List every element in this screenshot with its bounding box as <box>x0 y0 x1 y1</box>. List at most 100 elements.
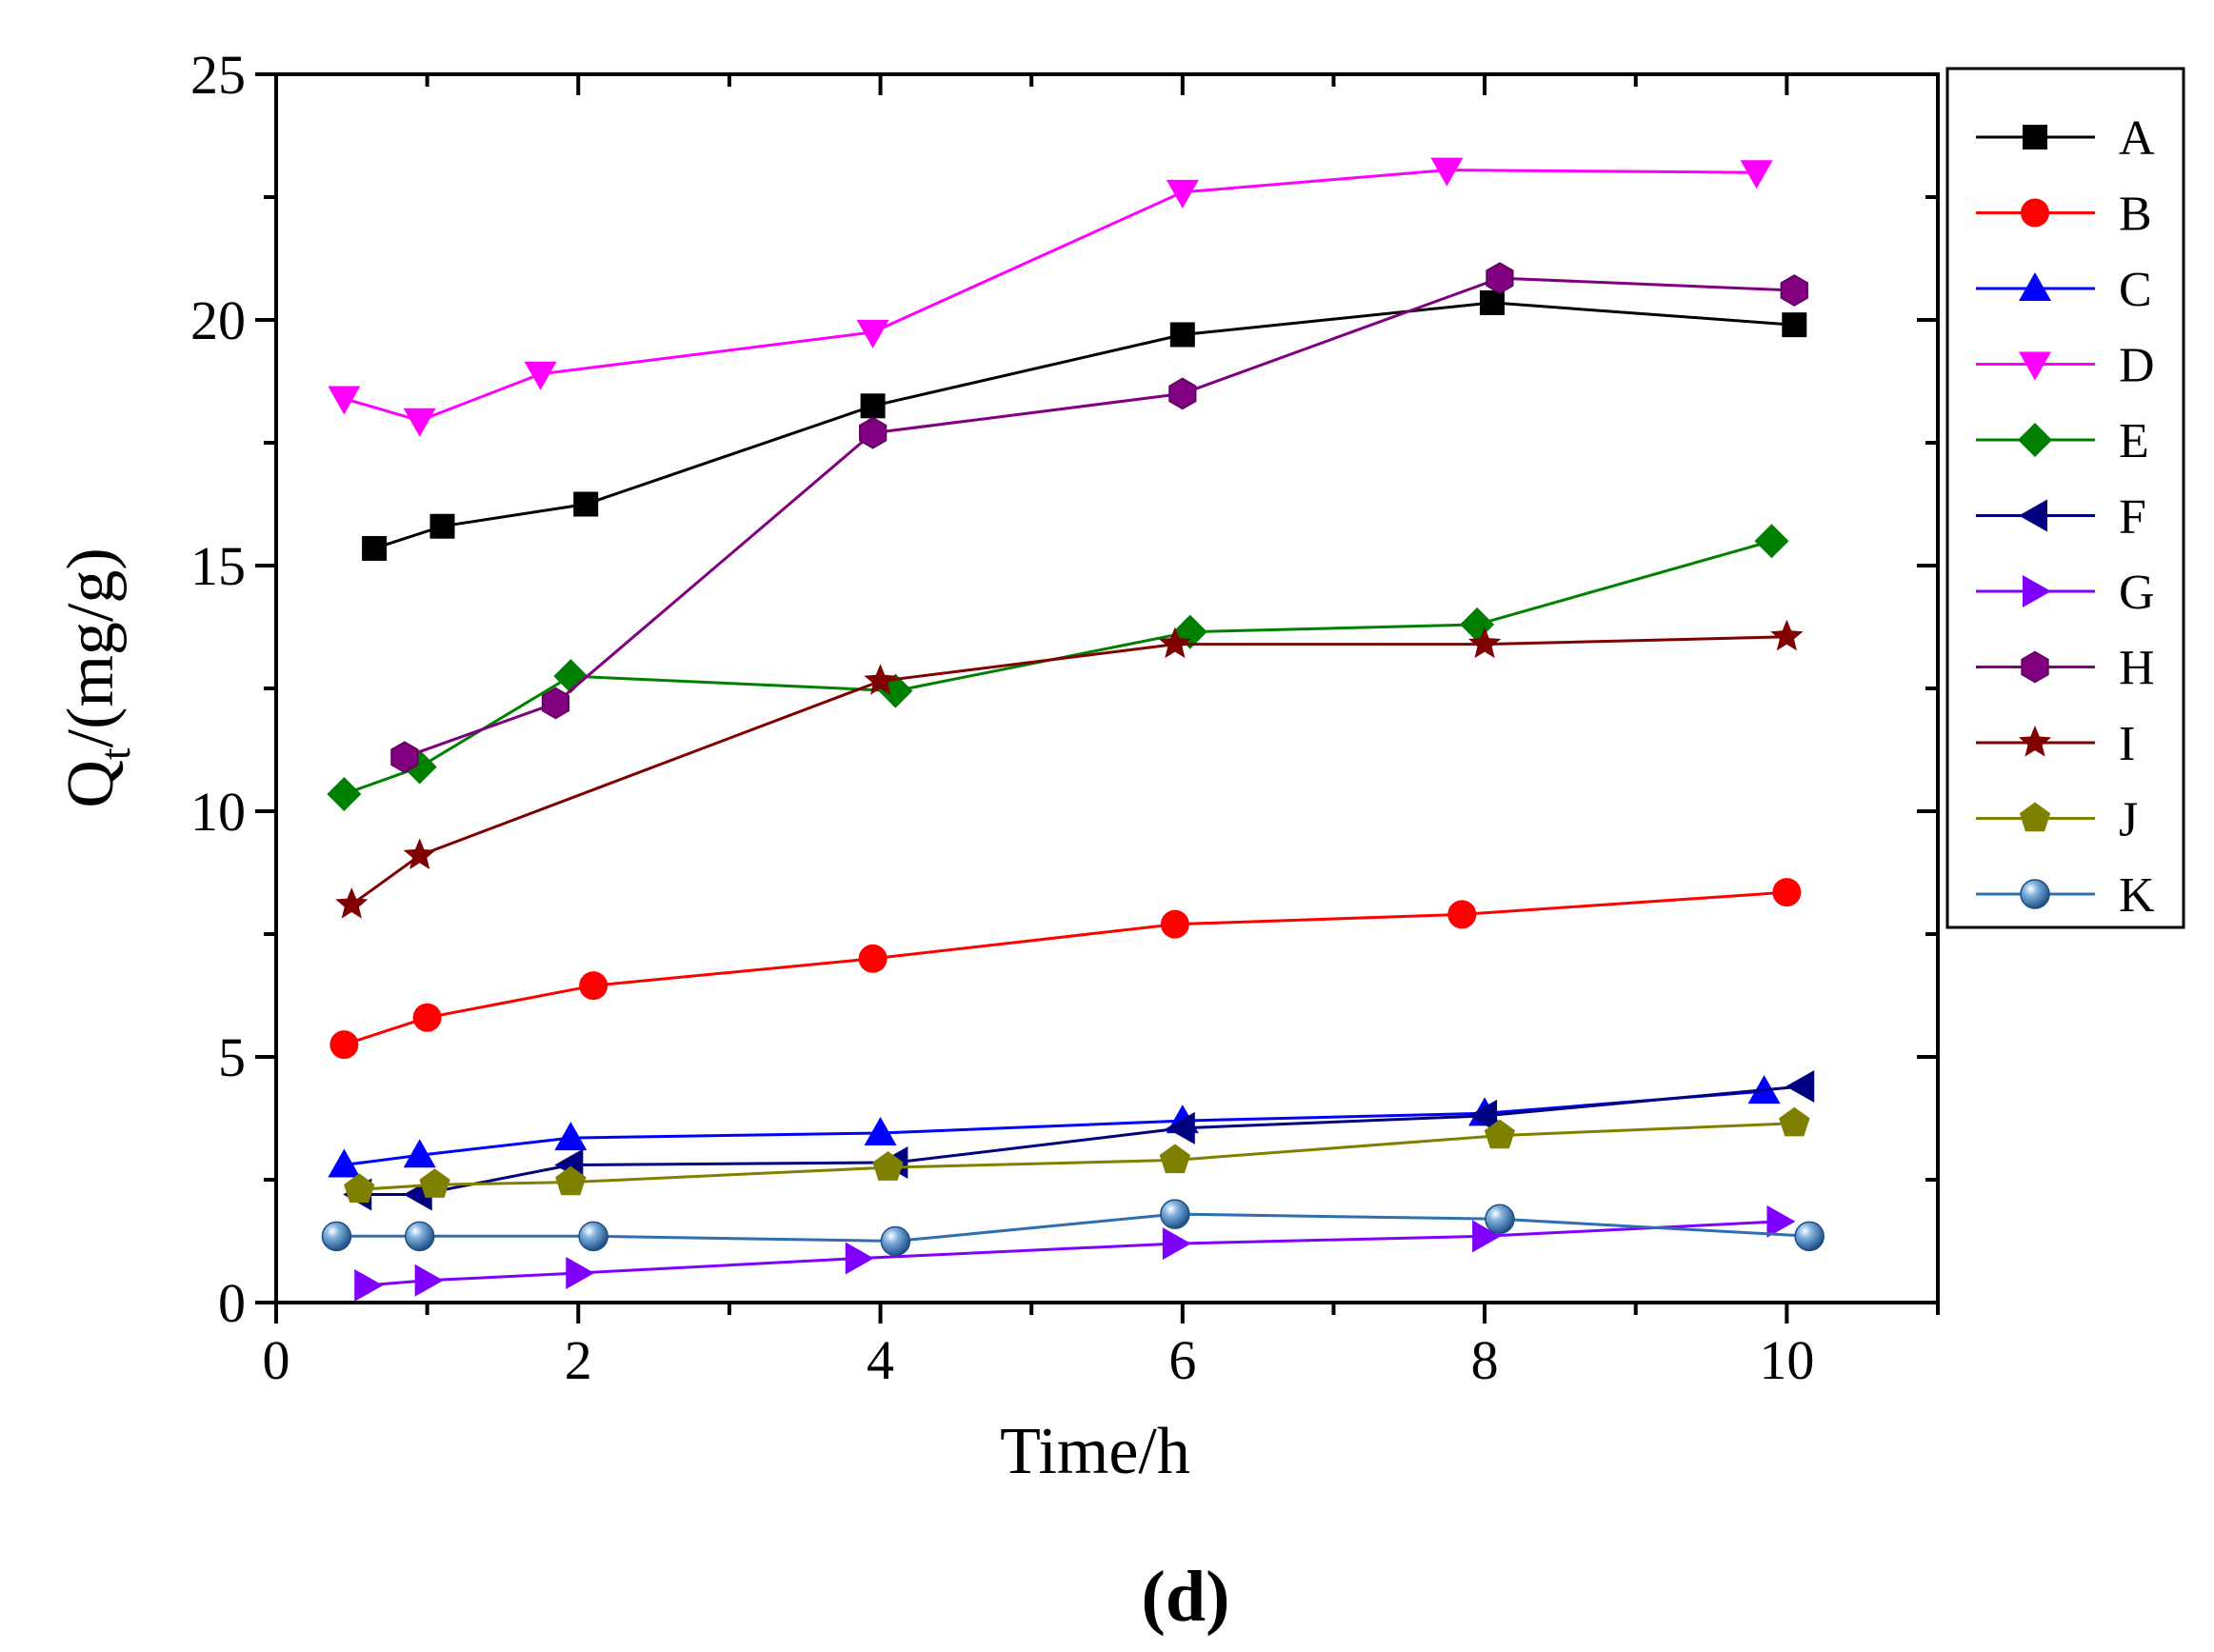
series-B <box>329 878 1802 1060</box>
data-point-B <box>1772 878 1802 907</box>
x-tick-label: 4 <box>867 1329 894 1391</box>
legend-label: E <box>2119 414 2149 468</box>
data-point-D <box>403 408 436 437</box>
y-tick-label: 5 <box>218 1026 246 1088</box>
x-tick-label: 6 <box>1168 1329 1196 1391</box>
data-point-D <box>856 319 889 348</box>
y-tick-label: 10 <box>190 781 246 843</box>
series-J <box>344 1106 1810 1204</box>
series-I <box>335 619 1804 919</box>
legend-label: C <box>2119 263 2152 317</box>
data-point-G <box>1162 1227 1191 1261</box>
legend-marker <box>2019 802 2051 832</box>
y-axis-title: Qt/(mg/g) <box>54 547 139 807</box>
data-point-A <box>1480 289 1506 315</box>
data-point-A <box>573 491 599 517</box>
data-point-A <box>860 393 886 419</box>
data-point-B <box>329 1030 359 1060</box>
data-point-G <box>414 1264 444 1297</box>
series-line-E <box>343 539 1772 796</box>
legend-item-D: D <box>1976 339 2155 393</box>
data-point-J <box>1159 1144 1191 1174</box>
data-point-F <box>1166 1111 1195 1144</box>
axes: 0 2 4 6 8 10 0 5 10 15 20 25 <box>190 44 1940 1391</box>
series-E <box>327 524 1789 811</box>
plot-frame <box>274 72 1940 1304</box>
series-A <box>362 289 1807 561</box>
data-point-F <box>1785 1069 1815 1103</box>
data-point-J <box>555 1165 587 1196</box>
legend-item-I: I <box>1976 717 2135 771</box>
data-point-K <box>1794 1221 1825 1252</box>
legend-label: K <box>2119 868 2155 923</box>
series-line-K <box>336 1212 1810 1244</box>
data-point-K <box>321 1221 352 1252</box>
data-point-D <box>1740 160 1773 189</box>
data-point-C <box>864 1116 897 1145</box>
data-point-K <box>578 1221 608 1252</box>
data-point-J <box>419 1168 450 1198</box>
legend-marker <box>2019 499 2047 532</box>
data-point-E <box>1460 607 1495 642</box>
data-point-E <box>553 659 588 694</box>
data-point-B <box>1160 909 1189 939</box>
data-point-B <box>858 944 888 973</box>
data-point-H <box>390 741 419 774</box>
data-point-H <box>541 687 570 720</box>
x-axis-title: Time/h <box>1000 1415 1190 1488</box>
data-point-G <box>566 1257 595 1290</box>
series-G <box>354 1204 1796 1302</box>
legend-marker <box>2019 272 2051 301</box>
legend-item-H: H <box>1976 642 2155 696</box>
data-point-K <box>880 1225 911 1257</box>
data-point-I <box>864 664 897 695</box>
legend-item-G: G <box>1976 566 2155 620</box>
data-point-K <box>1160 1199 1190 1229</box>
data-point-F <box>1468 1099 1498 1132</box>
series-K <box>321 1199 1825 1257</box>
series-H <box>390 262 1808 774</box>
legend-label: A <box>2119 111 2155 166</box>
data-point-G <box>354 1268 384 1302</box>
data-point-A <box>1169 322 1195 348</box>
data-point-D <box>328 386 361 415</box>
legend-label: J <box>2119 793 2138 847</box>
data-point-H <box>1486 262 1514 294</box>
data-point-I <box>1770 619 1804 651</box>
legend-marker <box>2021 650 2049 684</box>
data-point-B <box>412 1003 442 1032</box>
data-point-J <box>1779 1106 1810 1137</box>
data-point-J <box>872 1151 904 1181</box>
series-line-D <box>343 169 1757 423</box>
series-line-H <box>404 276 1795 759</box>
data-point-C <box>403 1139 436 1168</box>
data-point-D <box>1166 179 1199 209</box>
data-point-B <box>1447 900 1477 929</box>
series-line-I <box>350 635 1787 906</box>
data-point-E <box>1754 524 1789 559</box>
legend-label: H <box>2119 642 2155 696</box>
y-tick-label: 20 <box>190 289 246 351</box>
legend-item-C: C <box>1976 263 2152 317</box>
legend-item-E: E <box>1976 414 2149 468</box>
data-point-A <box>429 513 455 539</box>
legend-marker <box>2019 351 2051 381</box>
legend-marker <box>2018 423 2052 457</box>
data-point-I <box>1468 627 1502 659</box>
data-point-H <box>1168 377 1197 410</box>
data-point-A <box>362 535 388 561</box>
data-point-H <box>1780 274 1808 307</box>
legend-marker <box>2020 879 2050 909</box>
data-point-D <box>1430 157 1464 187</box>
legend-marker <box>2018 726 2052 757</box>
data-point-H <box>859 416 888 449</box>
data-point-D <box>524 361 557 390</box>
legend-item-K: K <box>1976 868 2155 923</box>
series-D <box>328 157 1773 437</box>
y-tick-label: 0 <box>218 1272 246 1334</box>
data-point-I <box>335 887 369 919</box>
data-point-A <box>1782 312 1807 338</box>
series-line-C <box>344 1089 1765 1166</box>
data-point-K <box>1485 1204 1515 1235</box>
